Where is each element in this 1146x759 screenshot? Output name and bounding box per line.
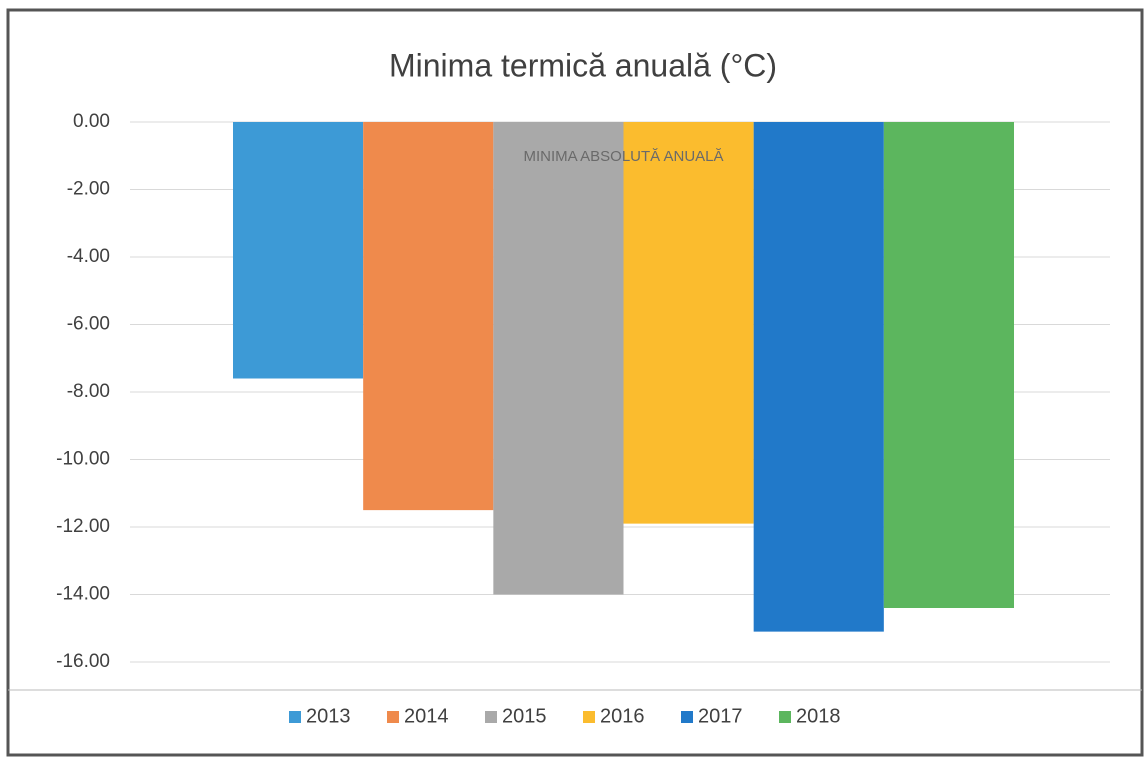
- bar: [623, 122, 754, 524]
- y-tick-label: 0.00: [73, 111, 110, 132]
- bar: [493, 122, 624, 595]
- legend-swatch: [779, 711, 791, 723]
- bar: [363, 122, 494, 511]
- legend-label: 2017: [698, 705, 743, 727]
- y-tick-label: -6.00: [67, 314, 110, 335]
- y-tick-label: -10.00: [56, 449, 110, 470]
- legend-swatch: [387, 711, 399, 723]
- legend-swatch: [583, 711, 595, 723]
- legend-label: 2015: [502, 705, 547, 727]
- legend-swatch: [681, 711, 693, 723]
- legend-label: 2018: [796, 705, 841, 727]
- y-tick-label: -16.00: [56, 651, 110, 672]
- bar: [233, 122, 364, 379]
- chart-title: Minima termică anuală (°C): [389, 47, 777, 83]
- y-tick-label: -14.00: [56, 584, 110, 605]
- bar: [883, 122, 1014, 608]
- legend-label: 2016: [600, 705, 645, 727]
- legend-swatch: [289, 711, 301, 723]
- y-tick-label: -8.00: [67, 381, 110, 402]
- legend-swatch: [485, 711, 497, 723]
- legend-label: 2013: [306, 705, 351, 727]
- category-label: MINIMA ABSOLUTĂ ANUALĂ: [523, 148, 723, 165]
- bar: [753, 122, 884, 632]
- legend-label: 2014: [404, 705, 449, 727]
- y-tick-label: -4.00: [67, 246, 110, 267]
- y-tick-label: -12.00: [56, 516, 110, 537]
- y-tick-label: -2.00: [67, 179, 110, 200]
